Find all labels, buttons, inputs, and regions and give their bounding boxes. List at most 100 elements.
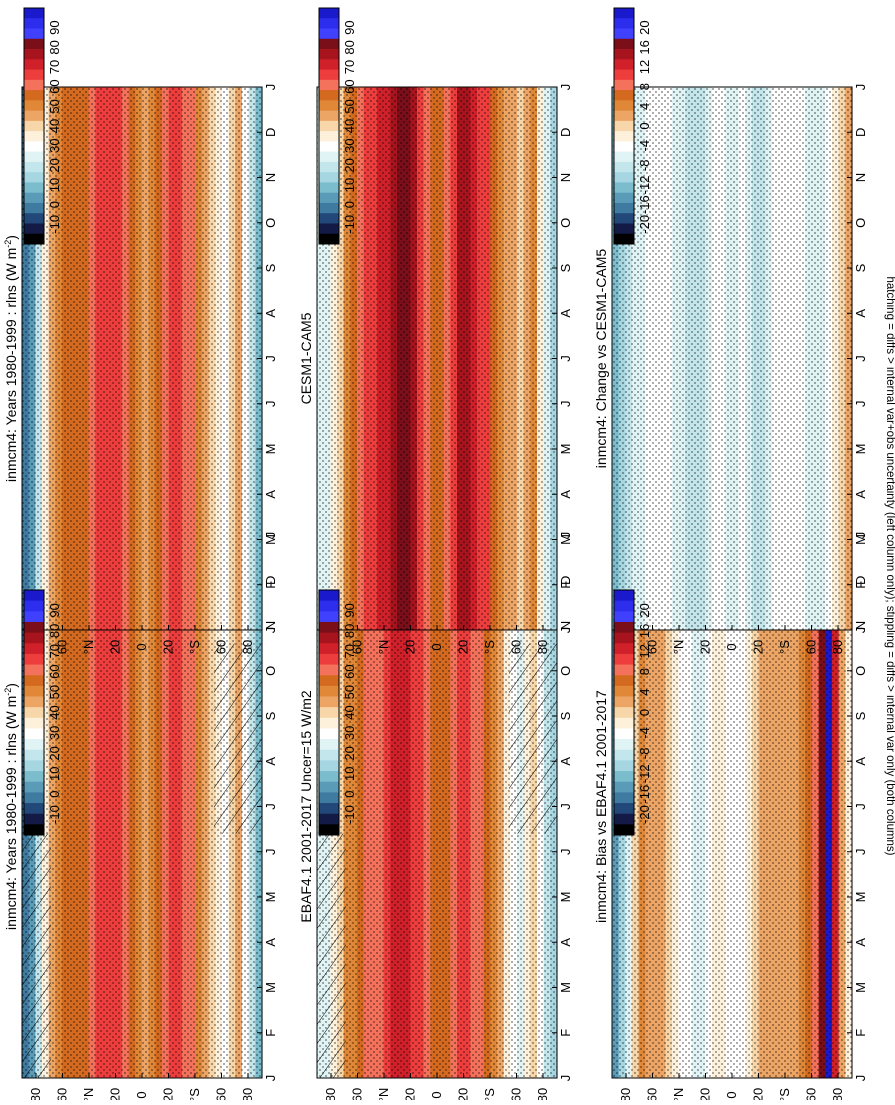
lat-tick-label: 60 xyxy=(804,640,819,654)
lat-tick-label: °N xyxy=(376,1088,391,1100)
colorbar-swatch xyxy=(319,233,339,245)
colorbar-swatch xyxy=(319,161,339,173)
colorbar-swatch xyxy=(24,760,44,772)
lat-tick-label: 0 xyxy=(429,1091,444,1098)
colorbar-label: 70 xyxy=(47,60,62,74)
colorbar-swatch xyxy=(24,131,44,142)
month-tick-label: A xyxy=(853,309,868,318)
colorbar-swatch xyxy=(24,643,44,655)
lat-tick-label: °S xyxy=(187,640,202,654)
colorbar-swatch xyxy=(319,182,339,194)
lat-tick-label: 20 xyxy=(161,1088,176,1100)
colorbar-swatch xyxy=(614,28,634,40)
month-tick-label: A xyxy=(263,309,278,318)
month-tick-label: A xyxy=(558,757,573,766)
colorbar-swatch xyxy=(614,49,634,60)
panel-title: inmcm4: Years 1980-1999 : rlns (W m-2) xyxy=(3,683,19,930)
month-tick-label: F xyxy=(853,1029,868,1037)
colorbar-label: 10 xyxy=(342,767,357,781)
colorbar-swatch xyxy=(614,69,634,81)
footnote: hatching = diffs > internal var+obs unce… xyxy=(884,276,895,855)
colorbar-swatch xyxy=(24,632,44,644)
colorbar-swatch xyxy=(614,38,634,50)
month-tick-label: S xyxy=(853,263,868,272)
colorbar-swatch xyxy=(614,664,634,676)
colorbar-swatch xyxy=(614,151,634,163)
colorbar-swatch xyxy=(614,590,634,602)
colorbar-label: 70 xyxy=(342,60,357,74)
colorbar-label: 0 xyxy=(637,122,652,129)
colorbar-swatch xyxy=(24,781,44,793)
colorbar-swatch xyxy=(319,611,339,623)
colorbar-swatch xyxy=(24,749,44,761)
lat-tick-label: 80 xyxy=(830,640,845,654)
colorbar-swatch xyxy=(319,590,339,602)
lat-tick-label: 80 xyxy=(535,1088,550,1100)
lat-tick-label: 0 xyxy=(724,1091,739,1098)
month-tick-label: D xyxy=(853,576,868,585)
hatching xyxy=(509,643,557,834)
colorbar-swatch xyxy=(614,792,634,804)
lat-tick-label: 60 xyxy=(55,1088,70,1100)
colorbar-row1-left: 90 80 70 60 50 40 30 20 10 0 -10 xyxy=(23,589,62,836)
lat-tick-label: 20 xyxy=(161,640,176,654)
colorbar-swatch xyxy=(319,141,339,153)
month-tick-label: J xyxy=(558,355,573,362)
lat-tick-label: °S xyxy=(482,1088,497,1100)
colorbar-swatch xyxy=(24,707,44,719)
panel-title-text: inmcm4: Years 1980-1999 : rlns (W m xyxy=(3,248,19,482)
colorbar-swatch xyxy=(319,792,339,804)
colorbar-swatch xyxy=(319,675,339,687)
colorbar-swatch xyxy=(24,59,44,71)
colorbar-swatch xyxy=(319,8,339,19)
month-tick-label: J xyxy=(558,1075,573,1082)
colorbar-swatch xyxy=(614,781,634,793)
colorbar-swatch xyxy=(24,653,44,666)
month-tick-label: N xyxy=(263,621,278,630)
month-tick-label: A xyxy=(558,938,573,947)
lat-tick-label: 80 xyxy=(323,1088,338,1100)
colorbar-swatch xyxy=(24,151,44,163)
lat-tick-label: °N xyxy=(81,1088,96,1100)
month-tick-label: A xyxy=(853,490,868,499)
colorbar-swatch xyxy=(614,728,634,740)
colorbar-label: 4 xyxy=(637,103,652,110)
colorbar-swatch xyxy=(24,685,44,698)
month-tick-label: J xyxy=(558,532,573,539)
panel-title-tail: ) xyxy=(3,235,19,240)
colorbar-label: 60 xyxy=(47,79,62,93)
panel-title: CESM1-CAM5 xyxy=(298,312,314,404)
colorbar-row3-right: 20 16 12 8 4 0 -4 -8 -12-16-20 xyxy=(613,7,652,245)
lat-tick-label: 60 xyxy=(509,640,524,654)
colorbar-swatch xyxy=(24,8,44,19)
month-tick-label: A xyxy=(853,938,868,947)
colorbar-label: 40 xyxy=(47,705,62,719)
colorbar-label: 8 xyxy=(637,83,652,90)
colorbar-swatch xyxy=(614,813,634,825)
lat-tick-label: 60 xyxy=(214,1088,229,1100)
colorbar-row1-right: 90 80 70 60 50 40 30 20 10 0 -10 xyxy=(23,7,62,245)
lat-tick-label: 20 xyxy=(698,640,713,654)
colorbar-label: -10 xyxy=(342,215,357,234)
month-tick-label: A xyxy=(558,309,573,318)
colorbar-swatch xyxy=(24,803,44,815)
colorbar-label: -20 xyxy=(637,215,652,234)
colorbar-swatch xyxy=(614,675,634,687)
colorbar-row2-left: 90 80 70 60 50 40 30 20 10 0 -10 xyxy=(318,589,357,836)
colorbar-swatch xyxy=(614,824,634,836)
colorbar-swatch xyxy=(319,643,339,655)
colorbar-swatch xyxy=(614,100,634,112)
colorbar-swatch xyxy=(319,151,339,163)
colorbar-label: 30 xyxy=(47,138,62,152)
colorbar-swatch xyxy=(24,141,44,153)
lat-tick-label: 60 xyxy=(214,640,229,654)
colorbar-swatch xyxy=(614,223,634,235)
colorbar-swatch xyxy=(24,717,44,729)
colorbar-label: 0 xyxy=(47,201,62,208)
colorbar-swatch xyxy=(319,696,339,708)
colorbar-swatch xyxy=(614,79,634,91)
colorbar-swatch xyxy=(614,653,634,666)
